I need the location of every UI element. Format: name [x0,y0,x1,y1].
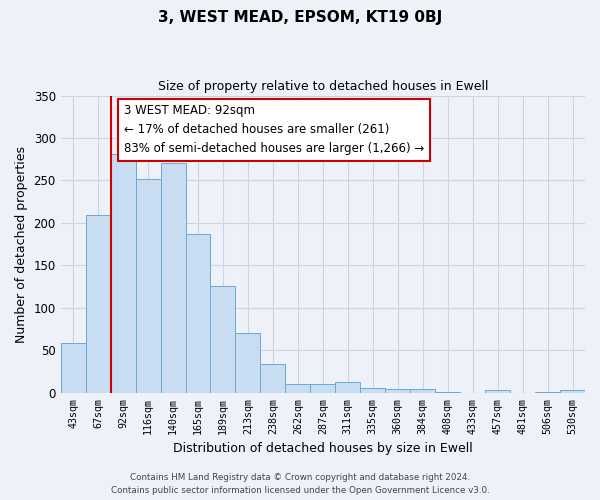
Bar [86,216,110,393]
Bar [335,382,360,393]
Bar [260,364,286,393]
Text: Contains HM Land Registry data © Crown copyright and database right 2024.
Contai: Contains HM Land Registry data © Crown c… [110,474,490,495]
Bar [310,384,335,393]
X-axis label: Distribution of detached houses by size in Ewell: Distribution of detached houses by size … [173,442,473,455]
Text: 3 WEST MEAD: 92sqm
← 17% of detached houses are smaller (261)
83% of semi-detach: 3 WEST MEAD: 92sqm ← 17% of detached hou… [124,104,424,156]
Title: Size of property relative to detached houses in Ewell: Size of property relative to detached ho… [158,80,488,93]
Bar [185,234,211,393]
Bar [385,388,410,393]
Bar [485,390,510,393]
Bar [435,392,460,393]
Bar [161,162,185,393]
Bar [110,154,136,393]
Bar [535,392,560,393]
Text: 3, WEST MEAD, EPSOM, KT19 0BJ: 3, WEST MEAD, EPSOM, KT19 0BJ [158,10,442,25]
Bar [61,342,86,393]
Bar [560,390,585,393]
Bar [360,388,385,393]
Bar [136,179,161,393]
Bar [410,390,435,393]
Bar [235,334,260,393]
Bar [211,286,235,393]
Bar [286,384,310,393]
Y-axis label: Number of detached properties: Number of detached properties [15,146,28,342]
